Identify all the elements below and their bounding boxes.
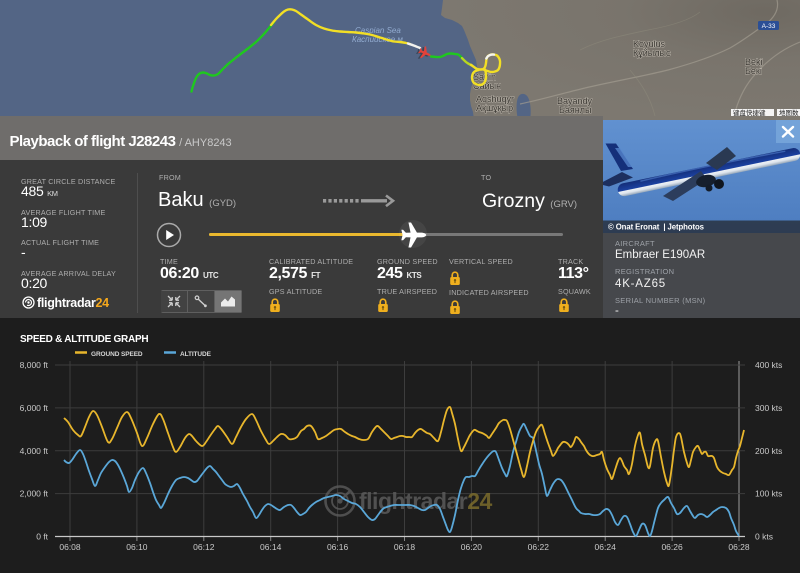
svg-text:200 kts: 200 kts (755, 446, 782, 456)
svg-text:06:10: 06:10 (126, 542, 148, 552)
svg-text:06:18: 06:18 (394, 542, 416, 552)
svg-text:Sañin: Sañin (473, 72, 496, 82)
svg-text:Каспийское м: Каспийское м (352, 35, 403, 44)
svg-text:06:28: 06:28 (728, 542, 750, 552)
svg-text:键盘快捷键: 键盘快捷键 (733, 108, 766, 117)
svg-text:06:16: 06:16 (327, 542, 349, 552)
svg-text:4,000 ft: 4,000 ft (20, 446, 49, 456)
svg-text:Сайын: Сайын (473, 81, 501, 91)
svg-text:300 kts: 300 kts (755, 403, 782, 413)
svg-text:Koyulus: Koyulus (633, 39, 666, 49)
svg-text:06:22: 06:22 (528, 542, 550, 552)
svg-text:06:12: 06:12 (193, 542, 215, 552)
svg-text:2,000 ft: 2,000 ft (20, 489, 49, 499)
svg-text:0 kts: 0 kts (755, 532, 773, 542)
svg-text:A-33: A-33 (762, 23, 776, 30)
svg-text:400 kts: 400 kts (755, 360, 782, 370)
svg-text:GROUND SPEED: GROUND SPEED (91, 351, 143, 358)
svg-text:Ақшұқыр: Ақшұқыр (476, 103, 513, 113)
svg-text:Құйылыс: Құйылыс (633, 48, 671, 58)
svg-text:ALTITUDE: ALTITUDE (180, 351, 212, 358)
svg-text:SPEED & ALTITUDE GRAPH: SPEED & ALTITUDE GRAPH (20, 334, 148, 345)
svg-text:06:24: 06:24 (595, 542, 617, 552)
svg-text:06:20: 06:20 (461, 542, 483, 552)
svg-text:Caspian Sea: Caspian Sea (355, 26, 401, 35)
svg-text:Баянлы: Баянлы (559, 105, 591, 115)
svg-text:Bayandy: Bayandy (557, 96, 593, 106)
svg-text:8,000 ft: 8,000 ft (20, 360, 49, 370)
svg-text:Бекі: Бекі (745, 66, 762, 76)
svg-text:06:26: 06:26 (661, 542, 683, 552)
svg-text:地图数: 地图数 (779, 108, 799, 117)
svg-text:Beki: Beki (745, 57, 763, 67)
svg-text:06:14: 06:14 (260, 542, 282, 552)
svg-text:Aqshuqyr: Aqshuqyr (476, 94, 514, 104)
svg-text:0 ft: 0 ft (36, 532, 48, 542)
svg-text:100 kts: 100 kts (755, 489, 782, 499)
svg-text:06:08: 06:08 (59, 542, 81, 552)
svg-text:6,000 ft: 6,000 ft (20, 403, 49, 413)
svg-text:© Onat Eronat | Jetphotos: © Onat Eronat | Jetphotos (608, 223, 705, 232)
